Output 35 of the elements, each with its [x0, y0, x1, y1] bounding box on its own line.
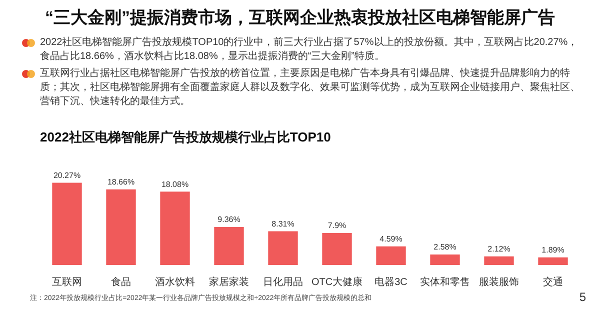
data-label: 18.66% [107, 178, 135, 187]
data-label: 7.9% [328, 221, 346, 230]
x-tick-label: 实体和零售 [420, 276, 470, 288]
data-label: 8.31% [272, 220, 294, 228]
x-tick-label: 服装服饰 [479, 276, 519, 288]
data-label: 20.27% [53, 170, 81, 180]
data-label: 2.58% [434, 242, 456, 252]
data-label: 4.59% [380, 234, 402, 244]
bar [52, 182, 82, 265]
bar [538, 257, 568, 265]
bar [430, 254, 460, 265]
x-tick-label: 电器3C [374, 276, 408, 288]
x-tick-label: OTC大健康 [311, 276, 363, 288]
data-label: 9.36% [218, 215, 240, 224]
bar [322, 232, 352, 265]
text: 互联网行业占据社区电梯智能屏广告投放的榜首位置，主要原因是电梯广告本身具有引爆品牌、快速提升品牌影响力的特质；其次，社区电梯智能屏拥有全面覆盖家庭人群以及数字化、效果可监测等优势，成为互联网企业链接用户、聚焦社区、营销下沉、快速转化的最佳方式。 [39, 67, 581, 109]
data-label: 2.12% [488, 244, 510, 254]
data-label: 1.89% [542, 246, 564, 255]
bar [484, 256, 514, 265]
bar [160, 192, 190, 265]
x-tick-label: 互联网 [52, 276, 82, 288]
chart-subtitle: 2022社区电梯智能屏广告投放规模行业占比TOP10 [40, 129, 331, 144]
x-tick-label: 家居家装 [209, 276, 249, 288]
x-tick-label: 日化用品 [263, 276, 303, 288]
chart-title: “三大金刚”提振消费市场，互联网企业热衷投放社区电梯智能屏广告 [44, 7, 556, 29]
x-tick-label: 食品 [111, 276, 131, 288]
text: 2022社区电梯智能屏广告投放规模TOP10的行业中，前三大行业占据了57%以上的投放份额。其中，互联网占比20.27%，食品占比18.66%，酒水饮料占比18.08%，显示出提振消费的“三大金刚”特质。 [39, 36, 579, 64]
text: 5 [579, 290, 586, 304]
x-tick-label: 酒水饮料 [155, 276, 195, 288]
data-label: 18.08% [161, 180, 189, 189]
bar [214, 227, 244, 265]
bar [268, 231, 298, 265]
bar [376, 246, 406, 265]
bar [106, 189, 136, 265]
x-tick-label: 交通 [543, 276, 563, 288]
